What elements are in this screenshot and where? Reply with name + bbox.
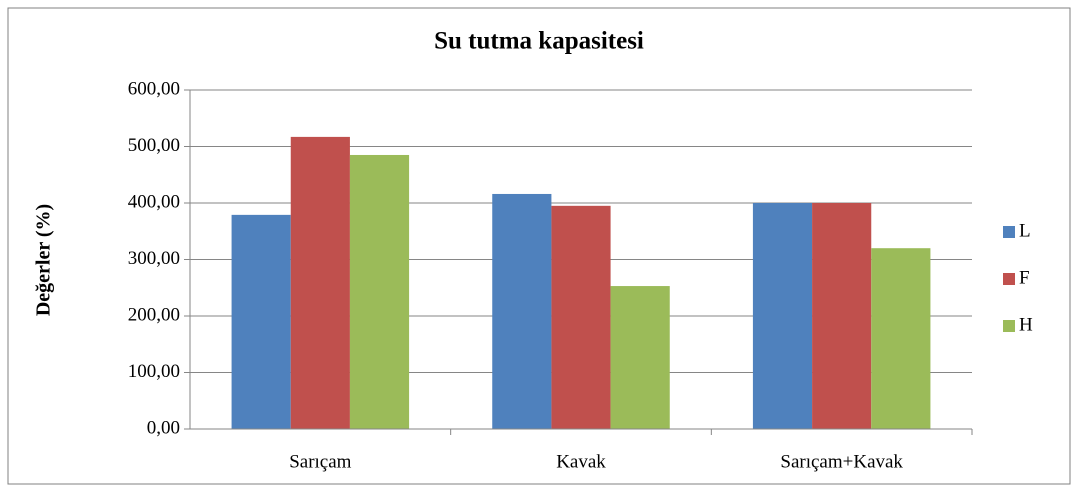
y-tick-label: 100,00 <box>128 361 180 382</box>
legend-label: F <box>1019 267 1030 288</box>
y-tick-label: 600,00 <box>128 78 180 99</box>
y-tick-label: 500,00 <box>128 135 180 156</box>
x-tick-label: Sarıçam+Kavak <box>780 451 903 472</box>
legend-swatch <box>1003 226 1015 238</box>
bar <box>812 203 872 429</box>
chart-title: Su tutma kapasitesi <box>434 28 644 55</box>
x-tick-label: Sarıçam <box>289 451 351 472</box>
legend-swatch <box>1003 320 1015 332</box>
bar <box>752 203 813 429</box>
y-tick-label: 200,00 <box>128 304 180 325</box>
legend-swatch <box>1003 273 1015 285</box>
legend-label: H <box>1019 314 1033 335</box>
bar <box>290 136 350 429</box>
bar <box>551 205 611 429</box>
bar <box>349 154 410 429</box>
y-tick-label: 0,00 <box>147 417 180 438</box>
x-tick-label: Kavak <box>556 451 606 472</box>
bar <box>871 248 931 429</box>
y-tick-label: 400,00 <box>128 191 180 212</box>
bar <box>492 193 552 429</box>
legend-label: L <box>1019 220 1031 241</box>
bar <box>610 286 670 429</box>
y-tick-label: 300,00 <box>128 248 180 269</box>
y-axis-label: Değerler (%) <box>33 204 55 316</box>
bar <box>231 214 291 429</box>
